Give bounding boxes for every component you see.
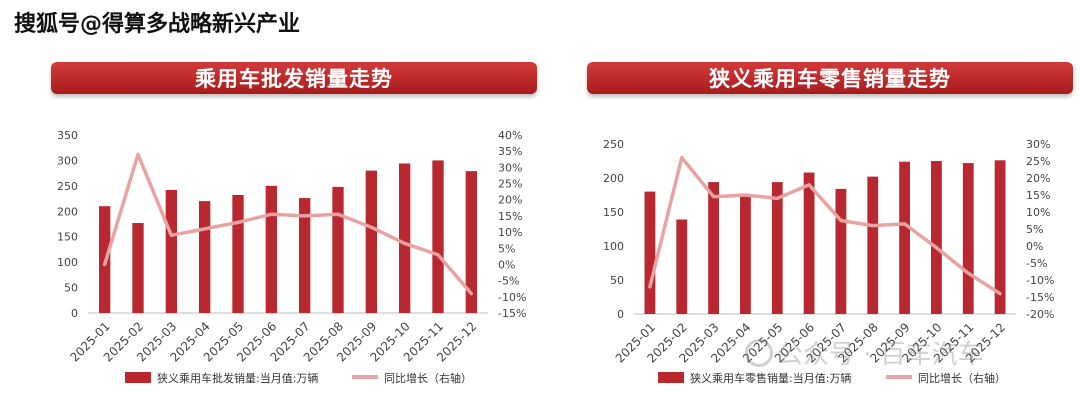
bar-2025-05: [771, 182, 783, 314]
right-tick-label: 30%: [1026, 138, 1050, 151]
right-tick-label: 10%: [498, 226, 522, 239]
legend-line-label: 同比增长（右轴）: [384, 371, 472, 385]
legend-bar-swatch: [658, 372, 684, 383]
left-tick-label: 0: [71, 307, 78, 320]
right-tick-label: 15%: [1026, 189, 1050, 202]
bar-2025-07: [835, 188, 847, 314]
watermark-text: 公众号 · 百车汽车: [777, 340, 984, 370]
right-tick-label: -5%: [1026, 257, 1047, 270]
left-tick-label: 0: [617, 308, 624, 321]
legend-bar-label: 狭义乘用车批发销量:当月值:万辆: [157, 371, 318, 385]
right-tick-label: -5%: [498, 275, 519, 288]
right-tick-label: 20%: [498, 194, 522, 207]
legend-bar-swatch: [125, 372, 151, 383]
right-tick-label: 40%: [498, 129, 522, 142]
left-tick-label: 150: [603, 206, 624, 219]
bar-2025-11: [962, 163, 974, 314]
right-tick-label: 5%: [1026, 223, 1043, 236]
left-tick-label: 200: [603, 172, 624, 185]
right-tick-label: -15%: [498, 307, 526, 320]
right-tick-label: 30%: [498, 161, 522, 174]
right-tick-label: -15%: [1026, 291, 1054, 304]
left-tick-label: 250: [57, 180, 78, 193]
bar-2025-12: [465, 171, 477, 313]
chart-title-banner-wholesale: 乘用车批发销量走势: [51, 62, 537, 94]
left-tick-label: 250: [603, 138, 624, 151]
bar-2025-02: [132, 222, 144, 313]
legend-bar-label: 狭义乘用车零售销量:当月值:万辆: [690, 371, 851, 385]
right-tick-label: 5%: [498, 242, 515, 255]
legend-line-label: 同比增长（右轴）: [918, 371, 1006, 385]
left-tick-label: 200: [57, 205, 78, 218]
yoy-growth-line: [648, 155, 1002, 296]
right-tick-label: 15%: [498, 210, 522, 223]
bar-2025-01: [644, 191, 656, 314]
right-tick-label: -10%: [1026, 274, 1054, 287]
right-tick-label: 35%: [498, 145, 522, 158]
page-header-title: 搜狐号@得算多战略新兴产业: [14, 12, 301, 37]
left-tick-label: 100: [603, 240, 624, 253]
watermark: 公众号 · 百车汽车: [745, 334, 984, 371]
bar-2025-08: [867, 176, 879, 314]
yoy-growth-line: [102, 152, 474, 296]
left-tick-label: 300: [57, 154, 78, 167]
right-tick-label: 25%: [498, 178, 522, 191]
bar-2025-05: [232, 195, 244, 313]
chart-title-banner-retail: 狭义乘用车零售销量走势: [587, 62, 1073, 94]
bar-2025-11: [432, 160, 444, 313]
right-tick-label: 20%: [1026, 172, 1050, 185]
left-tick-label: 50: [610, 274, 624, 287]
bar-2025-03: [708, 182, 719, 314]
bar-2025-04: [740, 195, 751, 314]
right-tick-label: 25%: [1026, 155, 1050, 168]
left-tick-label: 50: [64, 282, 78, 295]
bar-2025-06: [265, 185, 277, 313]
right-tick-label: -10%: [498, 291, 526, 304]
left-tick-label: 100: [57, 256, 78, 269]
right-tick-label: 0%: [498, 258, 515, 271]
bar-2025-09: [899, 161, 910, 314]
left-tick-label: 150: [57, 231, 78, 244]
bar-2025-02: [676, 219, 688, 314]
bar-2025-03: [165, 189, 177, 313]
bar-2025-12: [994, 160, 1006, 314]
left-tick-label: 350: [57, 129, 78, 142]
bar-2025-06: [803, 172, 815, 314]
right-tick-label: 0%: [1026, 240, 1043, 253]
bar-2025-08: [332, 186, 344, 313]
wechat-icon: [745, 338, 773, 367]
bar-2025-10: [399, 163, 411, 313]
right-tick-label: -20%: [1026, 308, 1054, 321]
bar-2025-09: [365, 170, 377, 313]
bar-2025-10: [931, 161, 942, 314]
bar-2025-07: [299, 198, 311, 313]
bar-2025-04: [199, 201, 211, 313]
right-tick-label: 10%: [1026, 206, 1050, 219]
